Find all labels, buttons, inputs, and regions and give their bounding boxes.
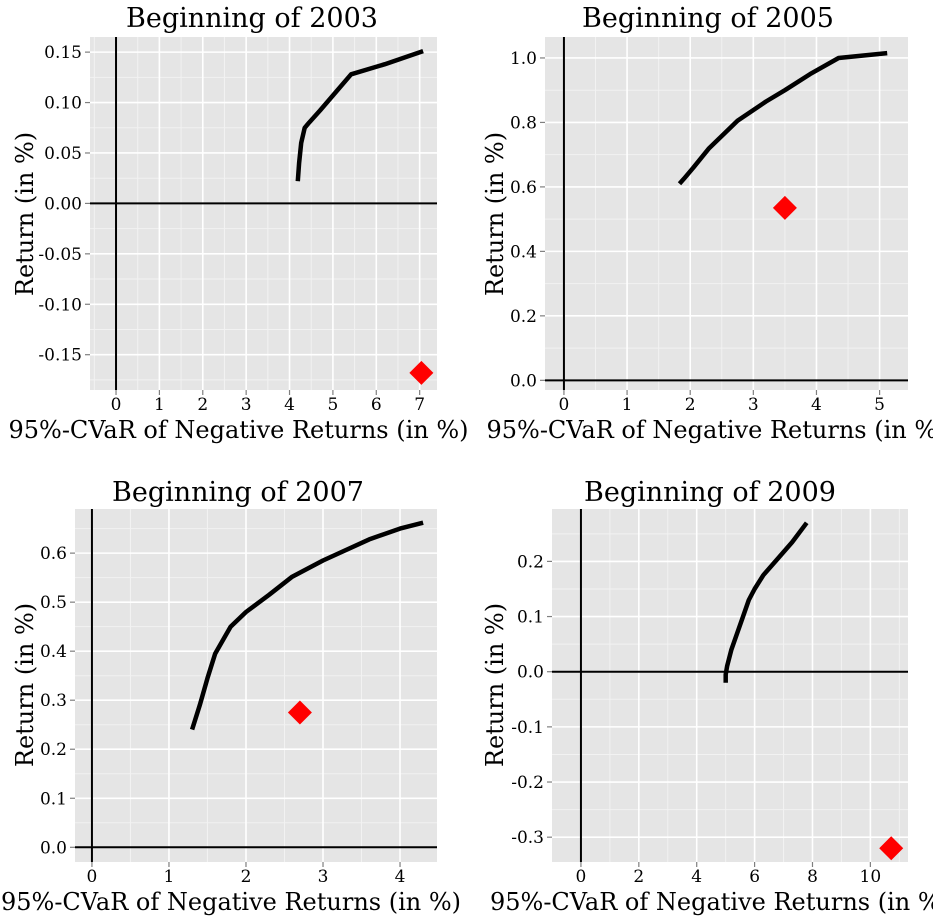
x-tick-label: 4 xyxy=(284,395,295,415)
y-tick-label: 0.6 xyxy=(40,544,67,564)
x-tick-label: 6 xyxy=(371,395,382,415)
x-tick-label: 3 xyxy=(241,395,252,415)
y-tick-label: 0.8 xyxy=(510,113,537,133)
x-tick-label: 4 xyxy=(691,867,702,887)
chart-panel-4: 0 2 4 6 8 10 -0.3 -0.2 -0.1 0.0 0.1 0.2 Beginning of… xyxy=(481,477,933,916)
data-point-diamond-1 xyxy=(409,360,434,385)
x-tick-label: 2 xyxy=(685,395,696,415)
x-tick-label: 1 xyxy=(164,867,175,887)
data-point-diamond-1 xyxy=(772,195,797,220)
panel-title: Beginning of 2003 xyxy=(126,3,378,34)
plot-background xyxy=(90,37,437,390)
series-line-1 xyxy=(189,520,424,731)
y-tick-label: 0.1 xyxy=(517,608,544,628)
x-tick-label: 3 xyxy=(318,867,329,887)
y-tick-label: -0.15 xyxy=(38,346,82,366)
plot-background xyxy=(75,509,437,862)
y-tick-label: 0.2 xyxy=(510,307,537,327)
x-tick-label: 8 xyxy=(807,867,818,887)
chart-panel-2: 0 1 2 3 4 5 0.0 0.2 0.4 0.6 0.8 1.0 Beginning of 200… xyxy=(481,3,933,444)
y-tick-label: 0.0 xyxy=(40,838,67,858)
data-point-diamond-1 xyxy=(287,700,312,725)
y-tick-label: 1.0 xyxy=(510,49,537,69)
x-axis-label: 95%-CVaR of Negative Returns (in %) xyxy=(486,416,933,444)
x-axis-label: 95%-CVaR of Negative Returns (in %) xyxy=(490,888,933,916)
x-tick-label: 1 xyxy=(622,395,633,415)
x-tick-label: 4 xyxy=(811,395,822,415)
y-tick-label: 0.3 xyxy=(40,691,67,711)
x-tick-label: 2 xyxy=(197,395,208,415)
y-axis-label: Return (in %) xyxy=(481,132,509,296)
x-tick-label: 5 xyxy=(327,395,338,415)
x-tick-label: 0 xyxy=(559,395,570,415)
y-axis-label: Return (in %) xyxy=(11,603,39,767)
x-tick-label: 6 xyxy=(749,867,760,887)
y-tick-label: -0.3 xyxy=(511,828,544,848)
x-axis-label: 95%-CVaR of Negative Returns (in %) xyxy=(1,888,461,916)
x-tick-label: 2 xyxy=(241,867,252,887)
series-line-1 xyxy=(723,521,809,683)
x-tick-label: 7 xyxy=(414,395,425,415)
y-axis-label: Return (in %) xyxy=(11,132,39,296)
y-tick-label: 0.05 xyxy=(44,144,82,164)
y-tick-label: 0.2 xyxy=(517,552,544,572)
x-tick-label: 0 xyxy=(111,395,122,415)
y-tick-label: 0.1 xyxy=(40,789,67,809)
y-axis-label: Return (in %) xyxy=(481,603,509,767)
panel-title: Beginning of 2005 xyxy=(582,3,834,34)
x-tick-label: 1 xyxy=(154,395,165,415)
x-tick-label: 10 xyxy=(860,867,882,887)
y-tick-label: -0.10 xyxy=(38,295,82,315)
chart-panel-1: 0 1 2 3 4 5 6 7 -0.15 -0.10 -0.05 0.00 0.05 0.10 0.15 B… xyxy=(8,3,468,444)
x-tick-label: 3 xyxy=(748,395,759,415)
y-tick-label: 0.6 xyxy=(510,178,537,198)
y-tick-label: 0.10 xyxy=(44,94,82,114)
plot-background xyxy=(545,37,908,390)
x-tick-label: 0 xyxy=(576,867,587,887)
y-tick-label: 0.2 xyxy=(40,740,67,760)
x-tick-label: 0 xyxy=(87,867,98,887)
y-tick-label: 0.0 xyxy=(510,371,537,391)
y-tick-label: 0.5 xyxy=(40,593,67,613)
x-axis-label: 95%-CVaR of Negative Returns (in %) xyxy=(8,416,468,444)
y-tick-label: -0.05 xyxy=(38,245,82,265)
y-tick-label: 0.4 xyxy=(510,242,537,262)
panel-title: Beginning of 2007 xyxy=(112,477,364,508)
series-line-1 xyxy=(677,50,888,186)
y-tick-label: 0.0 xyxy=(517,663,544,683)
panel-title: Beginning of 2009 xyxy=(584,477,836,508)
plot-background xyxy=(552,509,908,862)
x-tick-label: 5 xyxy=(874,395,885,415)
series-line-1 xyxy=(295,48,424,182)
y-tick-label: -0.2 xyxy=(511,773,544,793)
y-tick-label: -0.1 xyxy=(511,718,544,738)
x-tick-label: 4 xyxy=(395,867,406,887)
chart-panel-3: 0 1 2 3 4 0.0 0.1 0.2 0.3 0.4 0.5 0.6 Beginning of 2… xyxy=(1,477,461,916)
y-tick-label: 0.00 xyxy=(44,194,82,214)
x-tick-label: 2 xyxy=(633,867,644,887)
y-tick-label: 0.15 xyxy=(44,43,82,63)
data-point-diamond-1 xyxy=(879,836,904,861)
y-tick-label: 0.4 xyxy=(40,642,67,662)
